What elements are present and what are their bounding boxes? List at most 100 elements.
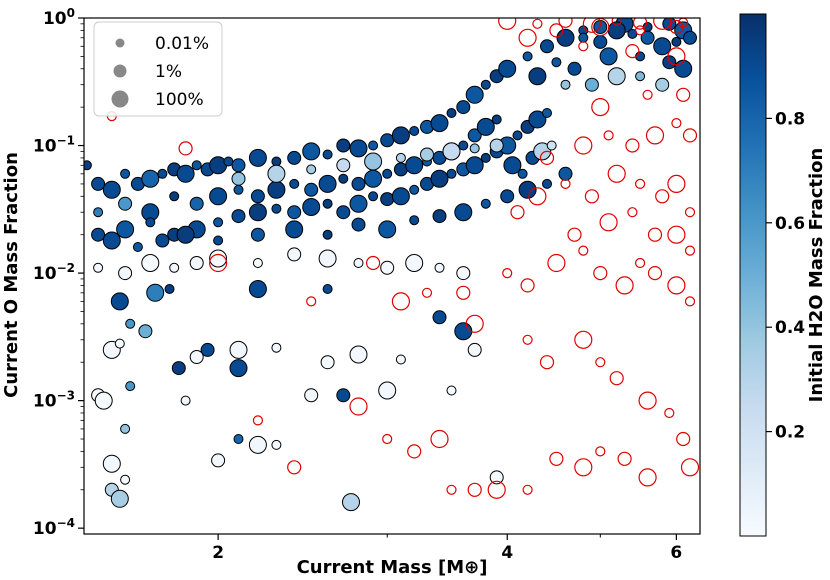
retained-point-140 xyxy=(342,493,360,512)
lost-point-262 xyxy=(539,150,555,165)
retained-point-100 xyxy=(336,158,351,173)
retained-point-149 xyxy=(653,37,672,56)
white-point-193 xyxy=(180,395,191,406)
lost-point-252 xyxy=(634,178,646,189)
retained-point-48 xyxy=(233,184,244,195)
retained-point-111 xyxy=(213,235,224,246)
retained-point-99 xyxy=(306,164,317,175)
colorbar-tick-label-3: 0.8 xyxy=(775,109,805,129)
lost-point-275 xyxy=(582,18,601,33)
lost-point-231 xyxy=(522,484,533,495)
white-point-177 xyxy=(318,249,337,268)
retained-point-105 xyxy=(469,143,480,154)
lost-point-264 xyxy=(603,130,614,141)
lost-point-251 xyxy=(607,164,626,183)
retained-point-124 xyxy=(558,166,573,181)
lost-point-210 xyxy=(421,287,433,298)
lost-point-236 xyxy=(638,468,657,487)
white-point-203 xyxy=(489,470,504,485)
lost-point-287 xyxy=(667,47,686,66)
y-tick-label-2: 10−2 xyxy=(33,261,75,284)
lost-point-217 xyxy=(609,371,624,386)
white-point-189 xyxy=(349,345,368,364)
lost-point-280 xyxy=(549,23,564,38)
retained-point-104 xyxy=(442,142,461,161)
retained-point-30 xyxy=(480,79,491,90)
retained-point-34 xyxy=(540,39,554,54)
white-point-180 xyxy=(405,254,424,272)
lost-point-232 xyxy=(549,451,564,466)
retained-point-106 xyxy=(489,138,504,153)
retained-point-3 xyxy=(120,168,131,179)
retained-point-116 xyxy=(378,220,397,239)
retained-point-122 xyxy=(518,180,537,199)
retained-point-155 xyxy=(674,59,693,78)
retained-point-126 xyxy=(125,318,136,329)
retained-point-129 xyxy=(164,284,175,294)
lost-point-276 xyxy=(611,18,622,26)
retained-point-79 xyxy=(336,205,351,220)
white-point-171 xyxy=(141,254,160,272)
retained-point-14 xyxy=(248,148,267,167)
retained-point-112 xyxy=(250,227,265,242)
white-point-170 xyxy=(118,266,133,281)
lost-point-208 xyxy=(366,255,381,271)
retained-point-46 xyxy=(189,196,204,211)
lost-point-211 xyxy=(456,285,471,300)
lost-point-244 xyxy=(647,266,663,281)
retained-point-96 xyxy=(542,108,552,118)
white-point-175 xyxy=(252,258,263,268)
retained-point-139 xyxy=(336,388,351,403)
retained-point-114 xyxy=(322,229,333,240)
retained-point-15 xyxy=(271,156,282,167)
retained-point-82 xyxy=(380,192,395,207)
lost-point-270 xyxy=(642,89,653,100)
retained-point-131 xyxy=(248,280,267,298)
retained-point-52 xyxy=(304,182,319,197)
x-tick-label-0: 2 xyxy=(212,543,224,563)
retained-point-89 xyxy=(465,156,484,175)
retained-point-136 xyxy=(171,361,186,376)
lost-point-284 xyxy=(518,28,537,47)
legend-marker-2 xyxy=(111,90,129,108)
lost-point-261 xyxy=(684,245,696,256)
white-point-199 xyxy=(120,474,131,485)
white-point-201 xyxy=(248,435,267,454)
retained-point-95 xyxy=(528,110,547,129)
white-point-186 xyxy=(229,340,248,359)
retained-point-83 xyxy=(391,187,410,206)
legend-marker-0 xyxy=(115,38,125,48)
y-tick-label-4: 100 xyxy=(43,6,75,29)
retained-point-67 xyxy=(91,227,106,242)
retained-point-132 xyxy=(322,284,333,294)
retained-point-134 xyxy=(454,322,473,341)
retained-point-161 xyxy=(607,67,626,86)
lost-point-269 xyxy=(591,97,610,117)
lost-point-215 xyxy=(574,330,593,349)
lost-point-249 xyxy=(560,178,571,189)
lost-point-266 xyxy=(645,126,665,145)
lost-point-221 xyxy=(680,458,700,477)
white-point-200 xyxy=(211,453,226,468)
retained-point-156 xyxy=(551,57,562,68)
retained-point-84 xyxy=(409,184,420,195)
retained-point-0 xyxy=(84,160,92,171)
lost-point-246 xyxy=(684,296,696,307)
lost-point-241 xyxy=(593,266,608,281)
white-point-192 xyxy=(94,391,113,410)
retained-point-98 xyxy=(267,164,286,183)
lost-point-272 xyxy=(498,18,517,30)
legend-label-2: 100% xyxy=(155,90,204,110)
lost-point-220 xyxy=(676,431,691,447)
lost-point-212 xyxy=(465,314,484,333)
retained-point-130 xyxy=(200,342,215,357)
retained-point-154 xyxy=(662,55,677,70)
lost-point-209 xyxy=(391,292,410,311)
lost-point-237 xyxy=(502,268,513,279)
lost-point-233 xyxy=(574,458,593,477)
data-points xyxy=(84,18,700,512)
retained-point-159 xyxy=(560,79,571,90)
white-point-197 xyxy=(467,342,482,357)
colorbar-label: Initial H2O Mass Fraction xyxy=(806,148,827,403)
